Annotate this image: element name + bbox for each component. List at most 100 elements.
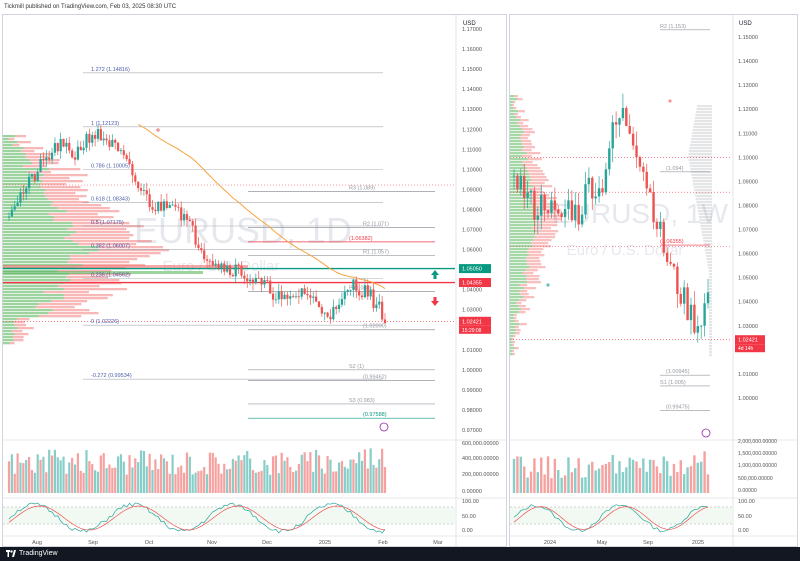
volume-bar <box>56 457 59 493</box>
candle-body <box>638 157 642 167</box>
volume-profile-bar-sell <box>50 204 102 207</box>
volume-bar <box>96 471 100 493</box>
volume-profile-bar-buy <box>510 167 527 170</box>
candle-body <box>645 171 648 189</box>
volume-profile-bar-sell <box>516 302 522 305</box>
candle-body <box>59 138 62 152</box>
volume-profile-bar-sell <box>38 315 82 318</box>
candle-body <box>317 301 321 308</box>
volume-profile-bar-buy <box>3 324 15 327</box>
event-flag-icon[interactable] <box>379 422 389 432</box>
volume-profile-bar-buy <box>3 153 26 156</box>
volume-profile-bar-buy <box>3 216 55 219</box>
time-tick-label: May <box>597 540 608 546</box>
volume-bar <box>108 464 111 493</box>
candle-body <box>208 260 212 262</box>
stoch-k-line <box>8 502 386 534</box>
candle-body <box>682 287 686 304</box>
candle-body <box>665 252 669 262</box>
volume-profile-bar-buy <box>510 326 515 329</box>
price-tick-label: 1.10000 <box>462 167 482 173</box>
volume-profile-bar-buy <box>510 203 537 206</box>
volume-profile-bar-sell <box>512 344 514 347</box>
volume-profile-bar-sell <box>531 242 549 245</box>
volume-profile-bar-sell <box>25 153 53 156</box>
volume-profile-bar-buy <box>510 146 524 149</box>
volume-profile-bar-buy <box>510 230 537 233</box>
volume-profile-bar-sell <box>514 95 519 98</box>
volume-profile-bar-buy <box>510 173 530 176</box>
fib-level-label: 0 (1.02226) <box>91 319 119 325</box>
price-tick-label: 1.16000 <box>462 47 482 53</box>
candle-body <box>625 107 628 126</box>
volume-profile-bar-sell <box>515 332 520 335</box>
weekly-chart-panel[interactable]: EURUSD, 1W Euro / U.S. Dollar R2 (1.153) (1… <box>509 14 798 547</box>
volume-profile-bar-buy <box>510 197 536 200</box>
volume-bar <box>102 453 105 493</box>
candle-body <box>131 163 134 176</box>
volume-profile-bar-sell <box>519 299 527 302</box>
candle-body <box>540 194 543 216</box>
level-label: R2 (1.153) <box>660 24 686 30</box>
volume-profile-bar-sell <box>525 164 538 167</box>
candle-body <box>550 200 553 213</box>
volume-profile-bar-range <box>709 279 712 282</box>
volume-profile-bar-buy <box>3 180 43 183</box>
volume-profile-bar-sell <box>63 297 108 300</box>
volume-profile-bar-sell <box>35 306 75 309</box>
volume-profile-bar-sell <box>67 261 130 264</box>
volume-profile-bar-sell <box>72 222 130 225</box>
volume-bar <box>516 456 519 493</box>
volume-profile-bar-buy <box>3 207 58 210</box>
volume-bar <box>523 466 526 493</box>
volume-bar <box>570 472 574 493</box>
volume-profile-bar-sell <box>526 257 540 260</box>
volume-profile-bar-buy <box>510 149 522 152</box>
volume-profile-bar-sell <box>530 176 547 179</box>
volume-profile-bar-range <box>696 201 712 204</box>
volume-profile-bar-buy <box>510 137 520 140</box>
volume-profile-bar-buy <box>510 233 535 236</box>
candle-body <box>655 221 659 230</box>
candle-body <box>519 175 523 190</box>
volume-profile-bar-range <box>709 303 712 306</box>
volume-profile-bar-sell <box>70 234 134 237</box>
candle-body <box>171 204 174 206</box>
candle-body <box>65 142 68 147</box>
volume-bar <box>154 459 157 493</box>
pivot-level-label: (1.06382) <box>349 236 373 242</box>
volume-profile-bar-sell <box>69 273 132 276</box>
volume-profile-bar-sell <box>52 309 90 312</box>
volume-bar <box>638 467 642 493</box>
candle-body <box>543 194 546 211</box>
candle-body <box>349 289 352 291</box>
volume-profile-bar-range <box>709 336 712 339</box>
volume-profile-bar-buy <box>3 210 67 213</box>
volume-profile-bar-buy <box>3 261 68 264</box>
volume-bar <box>205 474 209 493</box>
price-tick-label: 1.07000 <box>738 228 758 234</box>
candle-body <box>114 139 117 143</box>
volume-profile-bar-sell <box>536 221 558 224</box>
candle-body <box>662 222 665 253</box>
candle-body <box>335 306 338 309</box>
volume-bar <box>33 472 36 493</box>
volume-profile-bar-sell <box>537 209 561 212</box>
volume-bar <box>563 475 567 493</box>
candle-body <box>168 204 171 208</box>
volume-profile-bar-buy <box>510 272 523 275</box>
volume-profile-bar-sell <box>54 216 114 219</box>
volume-bar <box>180 465 183 493</box>
event-flag-icon[interactable] <box>701 428 711 438</box>
volume-profile-bar-sell <box>20 150 35 153</box>
volume-profile-bar-buy <box>510 347 515 350</box>
volume-bar <box>226 469 229 493</box>
volume-profile-bar-sell <box>513 107 517 110</box>
time-tick-label: 2025 <box>319 540 331 546</box>
volume-bar <box>604 463 608 493</box>
volume-profile-bar-buy <box>3 231 76 234</box>
candle-body <box>19 192 22 203</box>
